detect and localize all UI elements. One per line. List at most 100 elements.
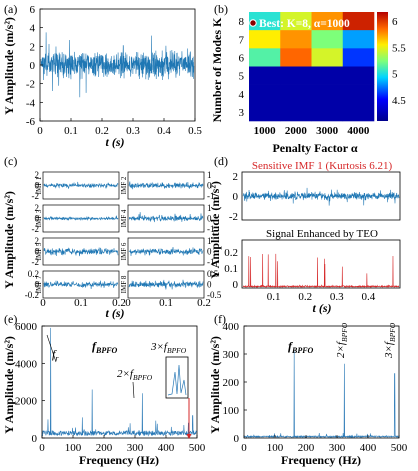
imf-ytick: 2 [35, 170, 40, 180]
heatmap-cell [311, 30, 344, 49]
colorbar-tick: 5 [392, 69, 398, 81]
heatmap-cell [311, 66, 344, 85]
imf-ytick: 0 [207, 214, 212, 224]
heatmap-cell [249, 30, 281, 49]
colorbar [377, 12, 388, 121]
panel-e-ytick: 4000 [15, 358, 38, 370]
panel-d-xtick: 0.2 [298, 291, 312, 303]
imf-axes [42, 270, 120, 299]
panel-b-yticks: 8 7 6 5 4 3 [239, 16, 245, 119]
heatmap-cell [280, 84, 312, 104]
panel-f-xtick: 400 [360, 442, 377, 454]
panel-f-ytick: 0 [234, 433, 240, 445]
imf-ytick: 2 [35, 203, 40, 213]
panel-c-xtick: 0.2 [112, 297, 126, 309]
panel-c-xtick: 0 [40, 297, 46, 309]
heatmap-cell [342, 30, 375, 49]
panel-d-ylabel: Y Amplitude (m/s²) [208, 181, 222, 279]
panel-e-ytick: 6000 [15, 321, 38, 333]
imf-ytick: 1 [207, 236, 212, 246]
imf-ytick: 1 [207, 170, 212, 180]
panel-b-ytick: 6 [239, 52, 245, 64]
annot-bpfo: fBPFO [92, 339, 118, 355]
spectrum-e-trace [41, 327, 198, 437]
imf-axes [127, 237, 205, 266]
heatmap-cell [342, 102, 375, 122]
heatmap-cell [280, 12, 312, 31]
annot-f-bpfo: fBPFO [288, 339, 314, 355]
panel-e-xtick: 500 [189, 442, 206, 454]
colorbar-ticks: 6 5.5 5 4.5 [392, 16, 406, 107]
imf-axes [42, 171, 120, 200]
panel-c-label: (c) [4, 154, 17, 168]
panel-e-xlabel: Frequency (Hz) [79, 453, 159, 467]
panel-f-label: (f) [214, 312, 226, 326]
panel-d-xtick: 0.4 [362, 291, 376, 303]
heatmap-cell [342, 84, 375, 104]
imf-axes [127, 171, 205, 200]
panel-a-xtick: 0.2 [95, 125, 109, 137]
imf-ytick: 0 [35, 280, 40, 290]
panel-a-ytick: 2 [30, 41, 36, 53]
heatmap-cell [249, 48, 281, 67]
panel-a-xtick: 0.4 [157, 125, 171, 137]
imf-label: IMF 5 [35, 242, 43, 260]
panel-d-ytick: 2 [233, 171, 239, 183]
panel-d-ytick: -2 [229, 211, 238, 223]
panel-f-ytick: 200 [223, 377, 240, 389]
panel-b-label: (b) [214, 2, 228, 16]
imf1-trace [242, 187, 400, 206]
imf-trace [128, 246, 204, 256]
imf-trace [128, 279, 204, 290]
imf-trace [43, 280, 119, 289]
panel-b-title: Best: K=8, α=1000 [259, 18, 350, 30]
imf-ytick: 0 [207, 280, 212, 290]
panel-e-spectrum [41, 327, 198, 437]
panel-b-ytick: 4 [239, 89, 245, 101]
panel-b-ytick: 8 [239, 16, 245, 28]
imf-ytick: 0 [207, 247, 212, 257]
heatmap-cell [280, 48, 312, 67]
teo-trace [242, 253, 400, 289]
imf-ytick: 0 [207, 181, 212, 191]
heatmap-cell [249, 66, 281, 85]
panel-d-ytick: 0.1 [224, 263, 238, 275]
panel-f-axes [243, 325, 400, 439]
panel-f-xlabel: Frequency (Hz) [281, 453, 361, 467]
panel-f-xtick: 0 [241, 442, 247, 454]
heatmap-cell [311, 12, 344, 31]
imf-label: IMF 7 [35, 275, 43, 293]
panel-f-xtick: 200 [298, 442, 315, 454]
panel-e-ytick: 0 [32, 433, 38, 445]
panel-e-xtick: 300 [127, 442, 144, 454]
heatmap-cell [249, 102, 281, 122]
heatmap-cell [311, 48, 344, 67]
panel-a-xtick: 0.5 [188, 125, 202, 137]
imf-label: IMF 3 [35, 209, 43, 227]
imf-ytick: 0 [35, 247, 40, 257]
heatmap-cell [311, 102, 344, 122]
zoom-arrow-icon [186, 434, 192, 439]
imf-ytick: 0.5 [207, 269, 219, 279]
panel-f-ytick: 300 [223, 349, 240, 361]
panel-a-signal [40, 32, 195, 98]
panel-d-xtick: 0.3 [330, 291, 344, 303]
imf-ytick: 0 [35, 181, 40, 191]
annot-fr: fr [52, 347, 59, 363]
panel-a-ytick: 4 [30, 23, 36, 35]
panel-a-xtick: 0.3 [126, 125, 140, 137]
heatmap-cell [280, 102, 312, 122]
imf-trace [43, 247, 119, 257]
panel-b-ytick: 5 [239, 71, 245, 83]
panel-c-xtick: 0.1 [74, 297, 88, 309]
imf-axes [127, 270, 205, 299]
imf-ytick: 1 [207, 203, 212, 213]
panel-a-label: (a) [4, 2, 17, 16]
panel-e-xtick: 100 [65, 442, 82, 454]
panel-b-xtick: 1000 [254, 125, 277, 137]
panel-e-axes [41, 325, 198, 439]
imf-ytick: -1 [207, 224, 215, 234]
panel-e-label: (e) [4, 312, 17, 326]
imf-ytick: 2 [35, 236, 40, 246]
panel-b-xlabel: Penalty Factor α [272, 141, 357, 155]
